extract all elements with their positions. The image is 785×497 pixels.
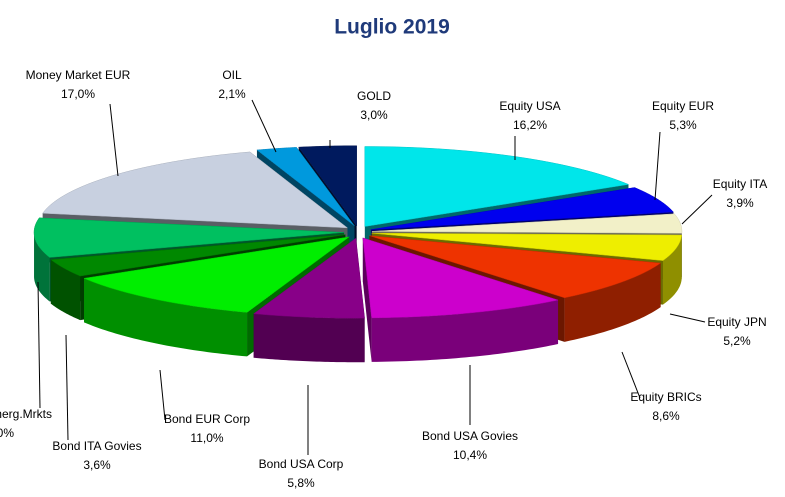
data-label-value: 3,6% — [83, 458, 111, 472]
data-label-name: Emerg.Mrkts — [0, 407, 52, 421]
data-label-value: 3,9% — [726, 196, 754, 210]
leader-line — [669, 313, 706, 323]
data-label-value: 3,0% — [360, 108, 388, 122]
slice-wall — [50, 259, 81, 321]
slice — [369, 235, 662, 299]
leader-line — [159, 369, 166, 421]
slice — [33, 217, 345, 258]
slice — [362, 237, 560, 319]
leader-line — [251, 99, 277, 153]
slice — [370, 187, 674, 230]
leader-line — [37, 281, 41, 409]
slice — [364, 146, 630, 227]
data-label-name: Equity EUR — [652, 99, 714, 113]
slice-wall — [84, 278, 248, 357]
data-label-value: 8,0% — [0, 426, 14, 440]
data-label-value: 11,0% — [190, 431, 223, 445]
leader-line — [654, 131, 661, 201]
slice — [50, 234, 346, 277]
data-label-name: Equity ITA — [713, 177, 767, 191]
slice — [42, 151, 349, 229]
data-label-value: 5,2% — [723, 334, 751, 348]
data-label-name: Equity BRICs — [630, 390, 701, 404]
leader-line — [621, 351, 641, 399]
slice — [371, 213, 683, 234]
slice — [253, 237, 365, 319]
data-label-value: 10,4% — [453, 448, 487, 462]
slice — [371, 232, 682, 261]
slice-wall — [371, 300, 559, 362]
slice — [83, 236, 350, 313]
data-label-name: Bond USA Govies — [422, 429, 518, 443]
data-label-name: OIL — [222, 68, 242, 82]
data-label-value: 17,0% — [61, 87, 95, 101]
data-label-name: Money Market EUR — [26, 68, 131, 82]
chart-title: Luglio 2019 — [334, 16, 450, 39]
slice-wall — [662, 235, 682, 305]
leader-line — [109, 103, 119, 177]
data-label-value: 5,8% — [287, 476, 315, 490]
slice — [298, 145, 357, 227]
data-label-name: Bond USA Corp — [259, 457, 344, 471]
data-label-name: Equity JPN — [707, 315, 766, 329]
slice-wall — [564, 263, 661, 342]
leader-line — [681, 194, 713, 225]
leader-line — [65, 334, 69, 441]
data-label-name: Equity USA — [499, 99, 560, 113]
data-label-value: 16,2% — [513, 118, 547, 132]
slice-side — [362, 237, 372, 362]
slice — [256, 147, 355, 227]
data-label-value: 2,1% — [218, 87, 246, 101]
data-label-value: 5,3% — [669, 118, 697, 132]
data-label-name: GOLD — [357, 89, 391, 103]
data-label-name: Bond ITA Govies — [52, 439, 141, 453]
data-label-name: Bond EUR Corp — [164, 412, 250, 426]
slice-wall — [253, 313, 365, 363]
data-label-value: 8,6% — [652, 409, 680, 423]
